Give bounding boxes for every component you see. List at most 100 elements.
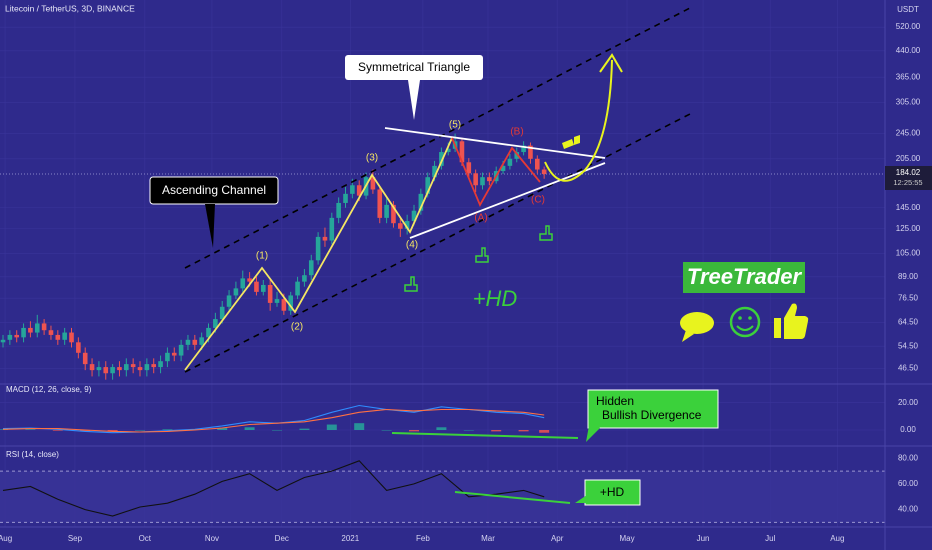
candle-body — [274, 299, 280, 303]
candle-body — [425, 177, 431, 194]
chart-title: Litecoin / TetherUS, 3D, BINANCE — [5, 3, 135, 13]
candle-body — [535, 158, 540, 170]
candle-body — [21, 327, 26, 338]
histogram-bar — [409, 430, 420, 432]
currency: USDT — [897, 5, 919, 14]
candle-body — [473, 173, 478, 186]
x-tick-label: Oct — [139, 534, 152, 543]
callout-pointer — [205, 204, 215, 248]
y-tick-label: 440.00 — [896, 46, 921, 55]
smiley-icon — [738, 316, 742, 320]
candle-body — [14, 334, 20, 338]
histogram-bar — [463, 430, 474, 431]
smiley-icon — [748, 316, 752, 320]
wave-label: (1) — [256, 251, 268, 262]
histogram-bar — [354, 423, 365, 430]
callout-box — [584, 479, 641, 506]
thumb-icon — [774, 318, 781, 338]
candle-body — [507, 158, 513, 166]
y-tick-label: 54.50 — [898, 341, 919, 350]
grid — [0, 0, 885, 527]
channel-line — [184, 7, 691, 269]
y-tick-label: 0.00 — [900, 425, 916, 434]
candle-body — [165, 352, 170, 362]
wave-label: (A) — [474, 213, 487, 224]
histogram-bar — [436, 427, 447, 430]
histogram-bar — [299, 428, 310, 430]
divergence-line — [391, 432, 579, 439]
candle-body — [445, 148, 451, 153]
candle-body — [322, 236, 328, 241]
wave-label: (3) — [366, 153, 378, 164]
candle-body — [439, 152, 444, 166]
callout-box — [587, 389, 719, 429]
candle-body — [370, 177, 376, 190]
candle-body — [137, 367, 143, 371]
candle-body — [124, 364, 129, 371]
triangle-line — [384, 127, 606, 159]
y-tick-label: 125.00 — [896, 224, 921, 233]
candle-body — [185, 339, 191, 345]
annotation: Hidden — [596, 394, 634, 408]
candle-body — [261, 284, 266, 292]
candle-body — [130, 364, 136, 368]
series-line — [2, 408, 545, 433]
flag-icon — [562, 135, 580, 149]
candle-body — [267, 284, 273, 303]
x-tick-label: Apr — [551, 534, 564, 543]
candle-body — [28, 327, 33, 333]
brand: TreeTrader — [687, 264, 803, 289]
candle-body — [288, 295, 294, 311]
x-tick-label: Dec — [275, 534, 289, 543]
candle-body — [459, 141, 465, 163]
smiley-icon — [736, 325, 754, 331]
candle-body — [192, 339, 198, 345]
candle-body — [96, 367, 102, 371]
candle-body — [110, 367, 115, 374]
y-tick-label: 46.50 — [898, 364, 919, 373]
candle-body — [34, 323, 40, 333]
wave-label: (5) — [449, 120, 461, 131]
smiley-icon — [729, 306, 761, 338]
candle-body — [233, 288, 239, 296]
candle-body — [480, 177, 485, 186]
candle-body — [226, 295, 232, 307]
candle-body — [356, 185, 362, 196]
candle-body — [466, 162, 472, 174]
y-tick-label: 145.00 — [896, 203, 921, 212]
wave-line — [451, 137, 541, 208]
annotation: Symmetrical Triangle — [358, 60, 470, 74]
candle-body — [404, 221, 410, 229]
wave-label: (4) — [406, 240, 418, 251]
x-tick-label: Sep — [68, 534, 83, 543]
wave-label: (C) — [531, 195, 545, 206]
candle-body — [308, 260, 314, 276]
y-tick-label: 105.00 — [896, 249, 921, 258]
histogram-bar — [326, 424, 337, 430]
speech-icon — [680, 312, 714, 334]
candle-body — [315, 236, 321, 261]
candle-body — [514, 152, 520, 159]
candle-body — [302, 275, 307, 282]
candle-body — [144, 364, 150, 371]
hand-icon — [475, 247, 489, 263]
wave-label: (B) — [510, 127, 523, 138]
candle-body — [281, 299, 287, 311]
pane-title: MACD (12, 26, close, 9) — [6, 385, 92, 394]
candle-body — [76, 342, 81, 353]
y-tick-label: 76.50 — [898, 293, 919, 302]
x-tick-label: Aug — [830, 534, 844, 543]
projection-arrow — [599, 53, 623, 73]
candle-body — [103, 367, 109, 374]
x-tick-label: 2021 — [341, 534, 359, 543]
annotation: Ascending Channel — [162, 183, 266, 197]
x-tick-label: Feb — [416, 534, 430, 543]
x-tick-label: May — [619, 534, 634, 543]
speech-icon — [682, 330, 694, 342]
brand-box — [683, 262, 805, 293]
candle-body — [295, 281, 300, 296]
candle-body — [391, 204, 396, 224]
y-tick-label: 305.00 — [896, 98, 921, 107]
